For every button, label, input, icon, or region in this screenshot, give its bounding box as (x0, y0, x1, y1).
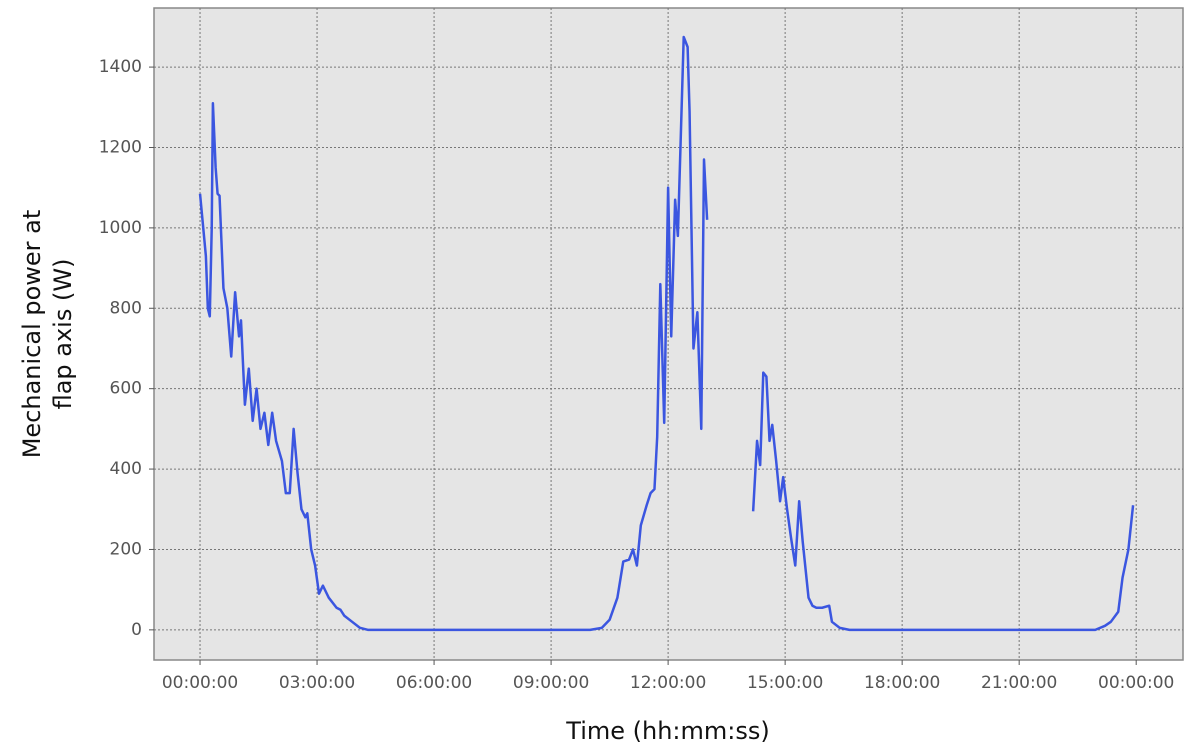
y-tick-label: 200 (110, 539, 142, 559)
y-axis-label: flap axis (W) (49, 259, 77, 410)
y-tick-label: 1000 (99, 218, 142, 238)
y-axis-label: Mechanical power at (18, 210, 46, 459)
x-tick-label: 18:00:00 (864, 673, 940, 693)
x-tick-label: 03:00:00 (279, 673, 355, 693)
x-tick-label: 12:00:00 (630, 673, 706, 693)
y-tick-label: 0 (131, 620, 142, 640)
data-line (198, 35, 1135, 632)
y-tick-label: 600 (110, 379, 142, 399)
x-tick-label: 00:00:00 (162, 673, 238, 693)
x-tick-label: 06:00:00 (396, 673, 472, 693)
y-tick-label: 1200 (99, 137, 142, 157)
x-tick-label: 09:00:00 (513, 673, 589, 693)
y-tick-label: 800 (110, 298, 142, 318)
x-tick-label: 15:00:00 (747, 673, 823, 693)
x-axis-label: Time (hh:mm:ss) (565, 717, 769, 745)
y-tick-label: 1400 (99, 57, 142, 77)
y-tick-label: 400 (110, 459, 142, 479)
x-tick-label: 00:00:00 (1098, 673, 1174, 693)
x-tick-label: 21:00:00 (981, 673, 1057, 693)
